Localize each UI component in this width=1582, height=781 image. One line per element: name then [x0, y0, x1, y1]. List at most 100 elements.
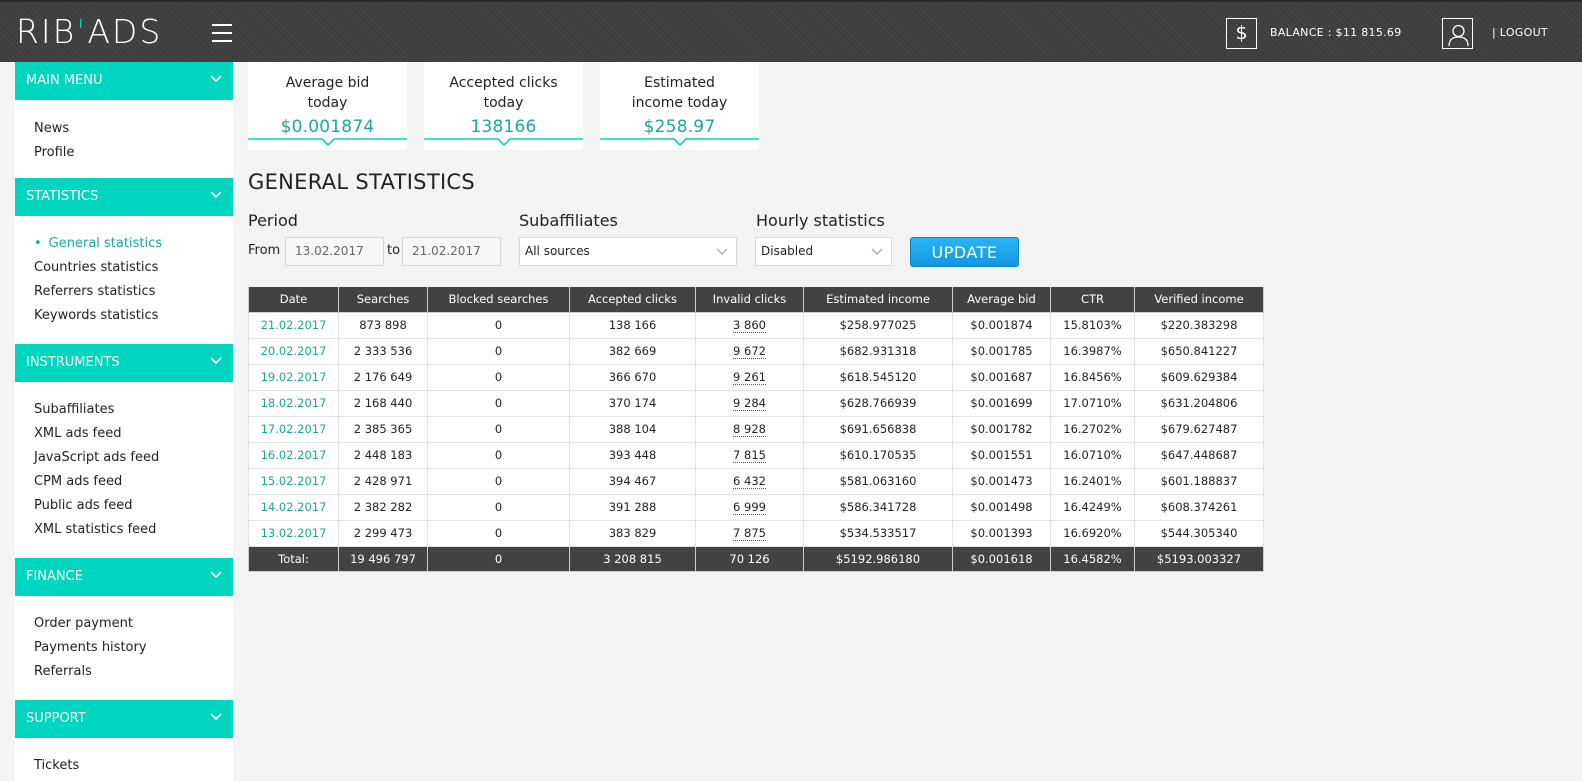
section-instruments[interactable]: INSTRUMENTS	[15, 344, 233, 382]
table-cell: 0	[427, 363, 570, 391]
sidebar-item-cpm-ads-feed[interactable]: CPM ads feed	[34, 474, 123, 489]
table-cell: 16.4249%	[1050, 493, 1135, 521]
invalid-clicks-cell[interactable]: 8 928	[695, 415, 804, 443]
hourly-statistics-select[interactable]: Disabled	[755, 237, 892, 266]
date-link[interactable]: 13.02.2017	[248, 519, 339, 547]
user-icon[interactable]	[1442, 18, 1473, 49]
table-cell: 2 176 649	[338, 363, 428, 391]
table-cell: $679.627487	[1134, 415, 1264, 443]
date-to-input[interactable]: 21.02.2017	[402, 237, 501, 266]
invalid-clicks-link[interactable]: 7 875	[733, 526, 766, 541]
table-cell: $0.001498	[952, 493, 1051, 521]
sidebar-item-countries-statistics[interactable]: Countries statistics	[34, 260, 159, 275]
table-cell: $0.001785	[952, 337, 1051, 365]
invalid-clicks-link[interactable]: 6 999	[733, 500, 766, 515]
invalid-clicks-cell[interactable]: 9 261	[695, 363, 804, 391]
column-header: Average bid	[952, 287, 1051, 313]
table-row: 13.02.2017 2 299 473 0 383 829 7 875 $534.533…	[248, 519, 1264, 547]
date-link[interactable]: 16.02.2017	[248, 441, 339, 469]
subaffiliates-selected: All sources	[525, 244, 590, 258]
invalid-clicks-cell[interactable]: 9 672	[695, 337, 804, 365]
table-cell: 0	[427, 415, 570, 443]
section-support[interactable]: SUPPORT	[15, 700, 233, 738]
table-row: 17.02.2017 2 385 365 0 388 104 8 928 $691.656…	[248, 415, 1264, 443]
table-cell: $220.383298	[1134, 311, 1264, 339]
sidebar-item-xml-statistics-feed[interactable]: XML statistics feed	[34, 522, 157, 537]
date-link[interactable]: 19.02.2017	[248, 363, 339, 391]
table-cell: $610.170535	[803, 441, 953, 469]
card-value: 138166	[470, 117, 537, 137]
section-finance[interactable]: FINANCE	[15, 558, 233, 596]
sidebar-item-referrals[interactable]: Referrals	[34, 664, 92, 679]
invalid-clicks-link[interactable]: 6 432	[733, 474, 766, 489]
table-cell: $609.629384	[1134, 363, 1264, 391]
sidebar-item-javascript-ads-feed[interactable]: JavaScript ads feed	[34, 450, 160, 465]
date-link[interactable]: 14.02.2017	[248, 493, 339, 521]
table-cell: $601.188837	[1134, 467, 1264, 495]
table-row: 20.02.2017 2 333 536 0 382 669 9 672 $682.931…	[248, 337, 1264, 365]
sidebar-item-public-ads-feed[interactable]: Public ads feed	[34, 498, 133, 513]
invalid-clicks-cell[interactable]: 7 875	[695, 519, 804, 547]
sidebar-item-profile[interactable]: Profile	[34, 145, 75, 160]
table-cell: 16.3987%	[1050, 337, 1135, 365]
chevron-down-icon	[871, 248, 883, 255]
sidebar-item-general-statistics[interactable]: General statistics	[34, 232, 233, 256]
table-cell: 16.2401%	[1050, 467, 1135, 495]
sidebar-item-news[interactable]: News	[34, 121, 70, 136]
column-header: Verified income	[1134, 287, 1264, 313]
hourly-statistics-selected: Disabled	[761, 244, 814, 258]
sidebar-item-tickets[interactable]: Tickets	[34, 758, 80, 773]
subaffiliates-select[interactable]: All sources	[519, 237, 737, 266]
total-cell: 16.4582%	[1050, 545, 1135, 572]
total-cell: Total:	[248, 545, 339, 572]
hamburger-icon[interactable]	[212, 24, 232, 44]
sidebar-item-order-payment[interactable]: Order payment	[34, 616, 133, 631]
invalid-clicks-cell[interactable]: 6 999	[695, 493, 804, 521]
table-cell: 2 382 282	[338, 493, 428, 521]
section-main-menu[interactable]: MAIN MENU	[15, 62, 233, 100]
top-bar: RIB'ADS $ BALANCE : $11 815.69 | LOGOUT	[0, 0, 1582, 62]
card-title-line: today	[307, 95, 348, 111]
date-link[interactable]: 18.02.2017	[248, 389, 339, 417]
section-statistics[interactable]: STATISTICS	[15, 178, 233, 216]
column-header: Estimated income	[803, 287, 953, 313]
date-link[interactable]: 15.02.2017	[248, 467, 339, 495]
invalid-clicks-link[interactable]: 9 672	[733, 344, 766, 359]
table-cell: $628.766939	[803, 389, 953, 417]
date-from-input[interactable]: 13.02.2017	[285, 237, 384, 266]
sidebar-item-keywords-statistics[interactable]: Keywords statistics	[34, 308, 159, 323]
table-cell: 394 467	[569, 467, 696, 495]
update-button[interactable]: UPDATE	[910, 237, 1019, 267]
invalid-clicks-cell[interactable]: 9 284	[695, 389, 804, 417]
invalid-clicks-link[interactable]: 7 815	[733, 448, 766, 463]
date-link[interactable]: 20.02.2017	[248, 337, 339, 365]
sidebar-item-payments-history[interactable]: Payments history	[34, 640, 147, 655]
invalid-clicks-cell[interactable]: 3 860	[695, 311, 804, 339]
invalid-clicks-link[interactable]: 9 284	[733, 396, 766, 411]
invalid-clicks-cell[interactable]: 6 432	[695, 467, 804, 495]
invalid-clicks-link[interactable]: 8 928	[733, 422, 766, 437]
table-cell: $544.305340	[1134, 519, 1264, 547]
table-cell: 2 168 440	[338, 389, 428, 417]
dollar-icon: $	[1226, 18, 1257, 49]
chevron-down-icon	[210, 571, 222, 579]
date-link[interactable]: 17.02.2017	[248, 415, 339, 443]
page-title: GENERAL STATISTICS	[248, 170, 476, 194]
card-title-line: income today	[631, 95, 728, 111]
logout-link[interactable]: | LOGOUT	[1492, 26, 1548, 39]
invalid-clicks-link[interactable]: 3 860	[733, 318, 766, 333]
section-title: SUPPORT	[26, 711, 86, 726]
sidebar-item-xml-ads-feed[interactable]: XML ads feed	[34, 426, 122, 441]
card-underline	[424, 138, 583, 147]
logo[interactable]: RIB'ADS	[16, 14, 162, 50]
date-link[interactable]: 21.02.2017	[248, 311, 339, 339]
table-row: 14.02.2017 2 382 282 0 391 288 6 999 $586.341…	[248, 493, 1264, 521]
logo-text-right: ADS	[87, 12, 163, 51]
table-cell: $0.001699	[952, 389, 1051, 417]
invalid-clicks-link[interactable]: 9 261	[733, 370, 766, 385]
sidebar-item-subaffiliates[interactable]: Subaffiliates	[34, 402, 115, 417]
invalid-clicks-cell[interactable]: 7 815	[695, 441, 804, 469]
table-cell: 391 288	[569, 493, 696, 521]
sidebar-item-referrers-statistics[interactable]: Referrers statistics	[34, 284, 156, 299]
table-cell: 873 898	[338, 311, 428, 339]
